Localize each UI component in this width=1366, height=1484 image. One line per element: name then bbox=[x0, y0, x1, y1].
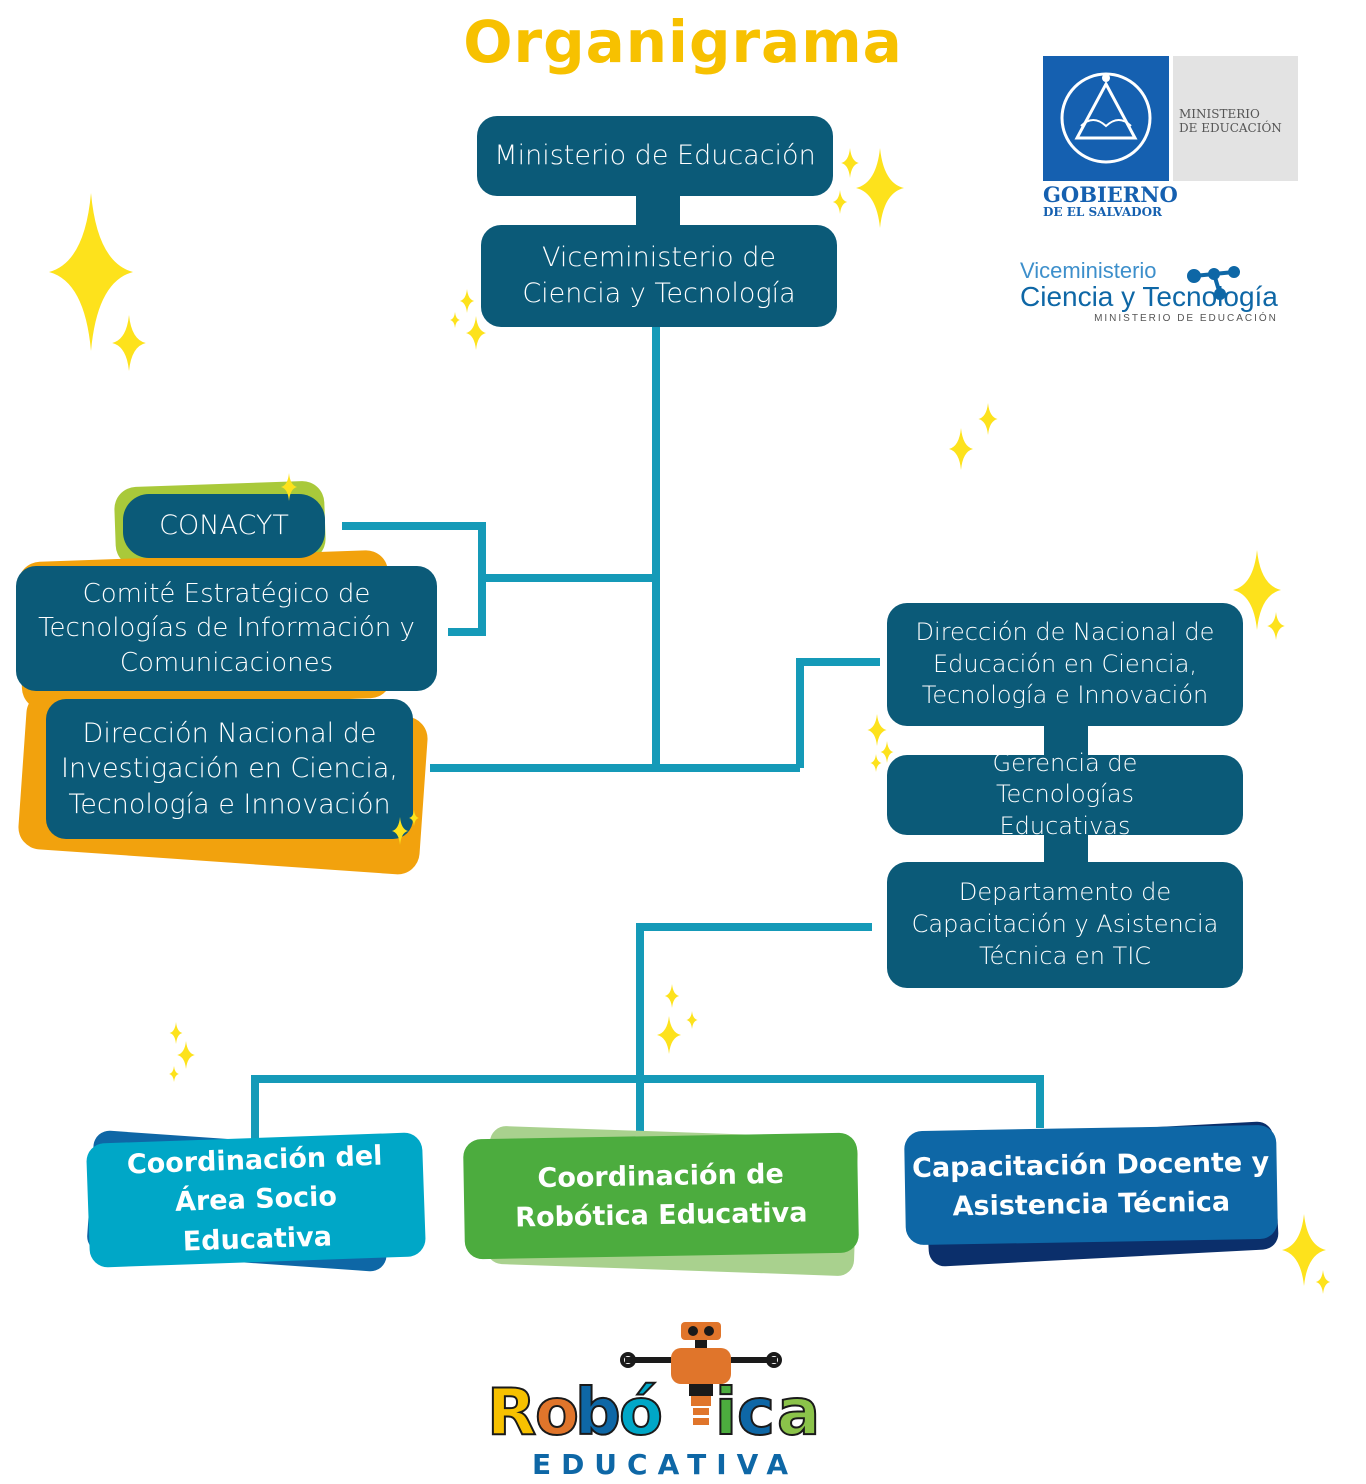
node-departamento: Departamento de Capacitación y Asistenci… bbox=[887, 862, 1243, 988]
link-gerencia-depto bbox=[1044, 830, 1088, 868]
svg-text:c: c bbox=[737, 1376, 775, 1450]
node-direccion-investigacion: Dirección Nacional de Investigación en C… bbox=[46, 699, 413, 839]
sparkle-icon bbox=[169, 1066, 179, 1082]
sparkle-icon bbox=[409, 810, 419, 826]
link-ministerio-vice bbox=[636, 190, 680, 230]
sparkle-icon bbox=[1282, 1214, 1326, 1286]
sparkle-icon bbox=[450, 312, 460, 328]
svg-text:i: i bbox=[715, 1376, 737, 1450]
ministry-label: MINISTERIO DE EDUCACIÓN bbox=[1179, 107, 1282, 135]
government-name: GOBIERNO DE EL SALVADOR bbox=[1043, 184, 1178, 219]
government-name-line2: DE EL SALVADOR bbox=[1043, 205, 1163, 219]
vice-logo-line2: Ciencia y Tecnología bbox=[1020, 281, 1278, 312]
sparkle-icon bbox=[880, 741, 894, 763]
robotica-educativa-logo: R o b ó i c a Robótica EDUCATIVA bbox=[485, 1320, 845, 1481]
link-direccion-gerencia bbox=[1044, 722, 1088, 760]
sparkle-icon bbox=[657, 1016, 681, 1054]
node-conacyt: CONACYT bbox=[123, 494, 325, 558]
sparkle-icon bbox=[978, 403, 998, 435]
node-ministerio: Ministerio de Educación bbox=[477, 116, 833, 196]
node-direccion-educacion: Dirección de Nacional de Educación en Ci… bbox=[887, 603, 1243, 726]
node-comite: Comité Estratégico de Tecnologías de Inf… bbox=[16, 566, 437, 691]
sparkle-icon bbox=[1233, 550, 1281, 630]
sparkle-icon bbox=[466, 316, 486, 350]
robotica-logo-subtitle: EDUCATIVA bbox=[531, 1448, 799, 1481]
sparkle-icon bbox=[169, 1022, 183, 1044]
node-viceministerio: Viceministerio de Ciencia y Tecnología bbox=[481, 225, 837, 327]
coat-of-arms-icon bbox=[1060, 72, 1152, 164]
government-name-line1: GOBIERNO bbox=[1043, 182, 1178, 207]
sparkle-icon bbox=[856, 148, 904, 228]
connector-direccion-edu bbox=[796, 658, 880, 768]
sparkle-icon bbox=[949, 428, 973, 470]
sparkle-icon bbox=[832, 190, 848, 214]
svg-text:o: o bbox=[535, 1376, 579, 1450]
connector-bottom-bar bbox=[251, 1075, 1044, 1143]
svg-text:a: a bbox=[777, 1376, 820, 1450]
sparkle-icon bbox=[49, 193, 133, 351]
sparkle-icon bbox=[392, 817, 408, 845]
molecule-icon bbox=[1187, 266, 1240, 300]
sparkle-icon bbox=[1267, 612, 1285, 640]
vice-logo-line3: MINISTERIO DE EDUCACIÓN bbox=[1094, 312, 1278, 324]
svg-text:ó: ó bbox=[619, 1376, 663, 1450]
sparkle-icon bbox=[281, 473, 297, 501]
connector-departamento bbox=[636, 923, 872, 1140]
svg-text:b: b bbox=[575, 1376, 621, 1450]
sparkle-icon bbox=[686, 1011, 698, 1029]
svg-text:R: R bbox=[487, 1376, 536, 1450]
sparkle-icon bbox=[870, 754, 882, 772]
sparkle-icon bbox=[177, 1041, 195, 1069]
sparkle-icon bbox=[664, 984, 680, 1008]
sparkle-icon bbox=[459, 289, 475, 313]
sparkle-icon bbox=[867, 714, 887, 746]
sparkle-icon bbox=[1315, 1270, 1331, 1294]
robot-icon: R o b ó i c a bbox=[486, 1322, 821, 1451]
page-title: Organigrama bbox=[463, 8, 903, 76]
sparkle-icon bbox=[841, 148, 859, 178]
vice-logo-line1: Viceministerio bbox=[1020, 258, 1157, 283]
government-seal-logo bbox=[1043, 56, 1169, 181]
ministry-label-box: MINISTERIO DE EDUCACIÓN bbox=[1173, 56, 1298, 181]
viceministerio-logo: Viceministerio Ciencia y Tecnología MINI… bbox=[1020, 260, 1278, 324]
sparkle-icon bbox=[112, 315, 146, 371]
